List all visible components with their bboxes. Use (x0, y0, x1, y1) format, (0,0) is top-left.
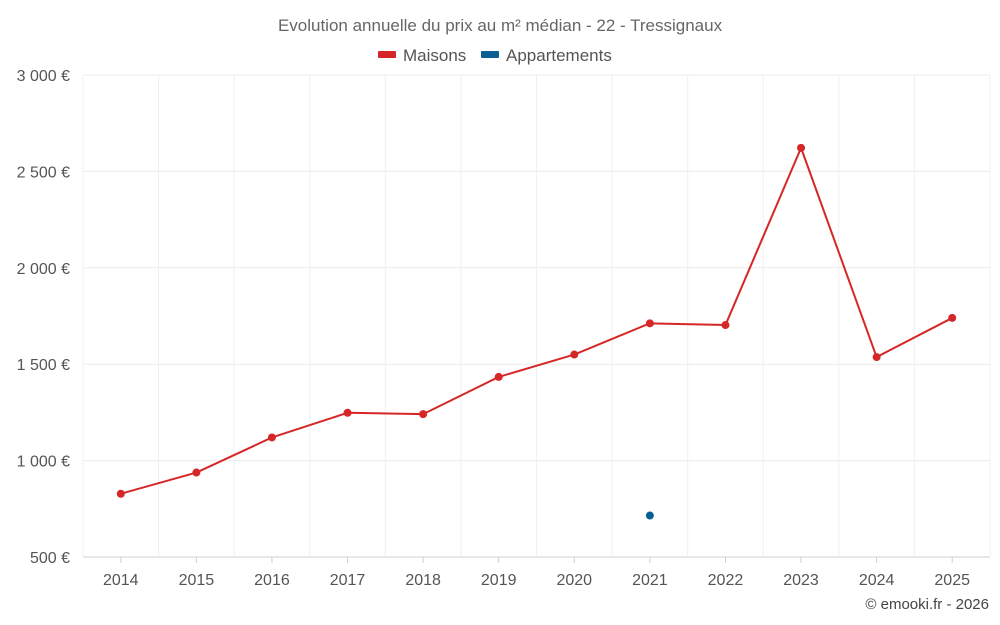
x-tick-label: 2025 (934, 572, 970, 589)
x-tick-label: 2018 (405, 572, 441, 589)
data-point-maisons[interactable] (267, 433, 276, 442)
series-line-maisons (120, 146, 953, 495)
legend: Maisons Appartements (378, 46, 612, 65)
data-point-maisons[interactable] (797, 143, 806, 152)
x-axis: 2014 2015 2016 2017 2018 2019 2020 2021 2022 2023… (103, 572, 970, 589)
data-point-maisons[interactable] (116, 489, 125, 498)
data-point-maisons[interactable] (419, 410, 428, 419)
x-tick-label: 2022 (708, 572, 744, 589)
x-tick-label: 2021 (632, 572, 668, 589)
x-tick-label: 2024 (859, 572, 895, 589)
data-point-maisons[interactable] (872, 353, 881, 362)
y-tick-label: 2 500 € (17, 164, 70, 181)
x-tick-label: 2019 (481, 572, 517, 589)
x-tick-label: 2017 (330, 572, 366, 589)
x-tick-label: 2023 (783, 572, 819, 589)
legend-label-maisons: Maisons (403, 46, 466, 65)
data-point-maisons[interactable] (721, 321, 730, 330)
data-point-maisons[interactable] (948, 313, 957, 322)
legend-swatch-appartements (481, 51, 499, 58)
data-point-maisons[interactable] (494, 372, 503, 381)
y-tick-label: 1 500 € (17, 357, 70, 374)
series-layer (116, 143, 957, 520)
y-tick-label: 1 000 € (17, 454, 70, 471)
legend-item-appartements[interactable]: Appartements (481, 46, 612, 65)
x-tick-label: 2015 (179, 572, 215, 589)
y-tick-label: 2 000 € (17, 261, 70, 278)
credit-text: © emooki.fr - 2026 (865, 596, 989, 613)
x-tick-label: 2016 (254, 572, 290, 589)
grid (82, 74, 991, 563)
legend-item-maisons[interactable]: Maisons (378, 46, 466, 65)
y-tick-label: 500 € (30, 550, 70, 567)
data-point-appartements[interactable] (645, 511, 654, 520)
x-tick-label: 2014 (103, 572, 139, 589)
data-point-maisons[interactable] (645, 319, 654, 328)
legend-label-appartements: Appartements (506, 46, 612, 65)
y-tick-label: 3 000 € (17, 68, 70, 85)
y-axis: 500 € 1 000 € 1 500 € 2 000 € 2 500 € 3 000 € (17, 68, 70, 567)
x-tick-label: 2020 (556, 572, 592, 589)
data-point-maisons[interactable] (192, 468, 201, 477)
chart-title: Evolution annuelle du prix au m² médian … (278, 16, 723, 35)
data-point-maisons[interactable] (570, 350, 579, 359)
data-point-maisons[interactable] (343, 408, 352, 417)
legend-swatch-maisons (378, 51, 396, 58)
